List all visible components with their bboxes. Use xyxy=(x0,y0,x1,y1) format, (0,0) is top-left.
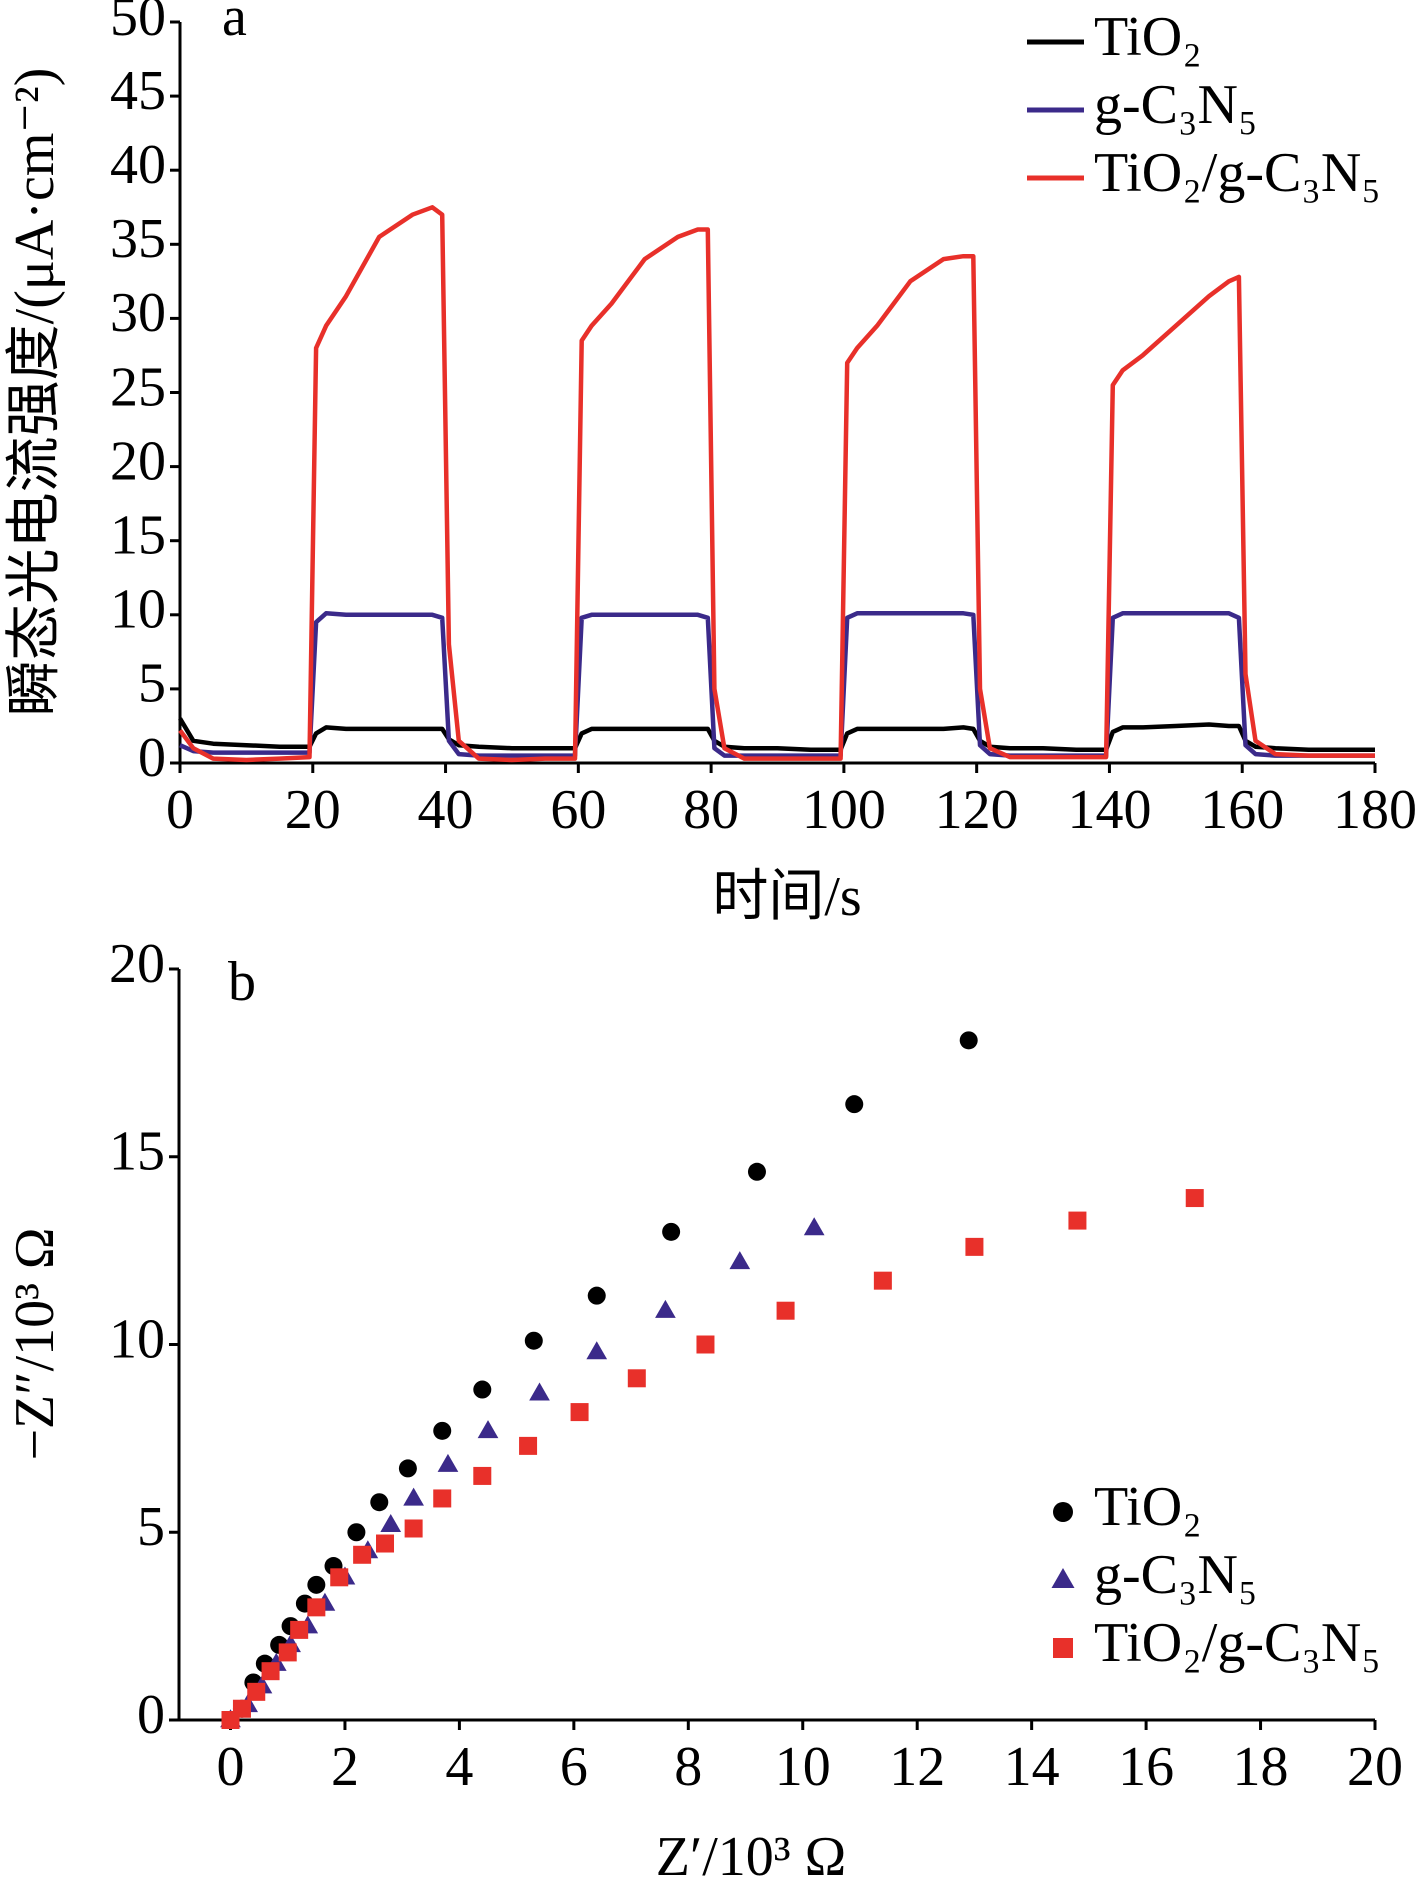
y-tick-label: 35 xyxy=(110,208,166,270)
legend-label: g-C₃N₅ xyxy=(1094,1544,1258,1606)
x-tick-label: 100 xyxy=(802,779,886,841)
point xyxy=(307,1575,326,1594)
point xyxy=(247,1682,266,1701)
x-axis-label: 时间/s xyxy=(712,866,861,928)
y-tick-label: 20 xyxy=(109,933,165,995)
x-tick-label: 60 xyxy=(550,779,606,841)
x-tick-label: 6 xyxy=(560,1736,588,1798)
y-tick-label: 50 xyxy=(110,0,166,48)
point xyxy=(307,1598,326,1617)
y-tick-label: 15 xyxy=(109,1121,165,1183)
x-tick-label: 180 xyxy=(1333,779,1417,841)
x-tick-label: 80 xyxy=(683,779,739,841)
point xyxy=(570,1403,589,1422)
y-tick-label: 0 xyxy=(137,1684,165,1746)
legend-label: TiO₂ xyxy=(1094,1476,1202,1538)
point xyxy=(662,1222,681,1241)
x-tick-label: 20 xyxy=(285,779,341,841)
y-tick-label: 5 xyxy=(138,653,166,715)
point xyxy=(477,1420,499,1439)
x-tick-label: 10 xyxy=(775,1736,831,1798)
legend-label: TiO₂/g-C₃N₅ xyxy=(1094,1612,1381,1674)
y-tick-label: 0 xyxy=(138,727,166,789)
point xyxy=(398,1459,417,1478)
y-tick-label: 40 xyxy=(110,134,166,196)
x-tick-label: 0 xyxy=(217,1736,245,1798)
point xyxy=(376,1534,395,1553)
legend-marker xyxy=(1051,1568,1075,1588)
x-tick-label: 2 xyxy=(331,1736,359,1798)
x-tick-label: 120 xyxy=(935,779,1019,841)
legend-label: TiO₂ xyxy=(1094,6,1202,68)
x-tick-label: 4 xyxy=(445,1736,473,1798)
y-tick-label: 5 xyxy=(137,1496,165,1558)
y-tick-label: 30 xyxy=(110,282,166,344)
point xyxy=(747,1162,766,1181)
point xyxy=(729,1251,751,1270)
line xyxy=(178,205,1375,763)
point xyxy=(803,1217,825,1236)
x-tick-label: 8 xyxy=(674,1736,702,1798)
legend-marker xyxy=(1053,1638,1073,1658)
point xyxy=(524,1331,543,1350)
point xyxy=(959,1031,978,1050)
point xyxy=(437,1453,459,1472)
point xyxy=(380,1513,402,1532)
point xyxy=(330,1568,349,1587)
y-tick-label: 10 xyxy=(109,1308,165,1370)
point xyxy=(261,1662,280,1681)
point xyxy=(370,1493,389,1512)
panel-label: b xyxy=(228,951,256,1013)
x-tick-label: 160 xyxy=(1200,779,1284,841)
y-tick-label: 10 xyxy=(110,579,166,641)
x-tick-label: 18 xyxy=(1233,1736,1289,1798)
point xyxy=(433,1421,452,1440)
x-axis-label: Z′/10³ Ω xyxy=(656,1826,846,1888)
y-tick-label: 15 xyxy=(110,505,166,567)
y-tick-label: 20 xyxy=(110,430,166,492)
point xyxy=(1185,1189,1204,1208)
legend-label: TiO₂/g-C₃N₅ xyxy=(1094,142,1381,204)
point xyxy=(587,1286,606,1305)
point xyxy=(221,1711,240,1729)
point xyxy=(433,1489,452,1508)
point xyxy=(353,1545,372,1564)
point xyxy=(519,1436,538,1455)
point xyxy=(278,1643,297,1662)
point xyxy=(586,1341,608,1360)
point xyxy=(627,1369,646,1388)
point xyxy=(403,1487,424,1506)
x-tick-label: 0 xyxy=(166,779,194,841)
point xyxy=(845,1095,864,1114)
x-tick-label: 20 xyxy=(1347,1736,1403,1798)
x-tick-label: 16 xyxy=(1118,1736,1174,1798)
x-tick-label: 14 xyxy=(1004,1736,1060,1798)
point xyxy=(290,1620,309,1639)
x-tick-label: 40 xyxy=(418,779,474,841)
panel-label: a xyxy=(222,0,247,48)
point xyxy=(873,1271,892,1290)
point xyxy=(776,1301,795,1320)
point xyxy=(1068,1211,1087,1230)
y-tick-label: 25 xyxy=(110,356,166,418)
point xyxy=(696,1335,715,1354)
line xyxy=(179,611,1375,758)
legend-label: g-C₃N₅ xyxy=(1094,74,1258,136)
line xyxy=(178,717,1375,752)
x-tick-label: 140 xyxy=(1067,779,1151,841)
point xyxy=(404,1519,423,1538)
y-tick-label: 45 xyxy=(110,60,166,122)
legend-marker xyxy=(1053,1502,1073,1522)
point xyxy=(655,1299,676,1318)
y-axis-label: 瞬态光电流强度/(μA·cm⁻²) xyxy=(4,68,66,717)
point xyxy=(473,1380,492,1399)
point xyxy=(529,1382,550,1401)
point xyxy=(965,1237,984,1256)
point xyxy=(473,1466,492,1485)
x-tick-label: 12 xyxy=(889,1736,945,1798)
y-axis-label: −Z″/10³ Ω xyxy=(4,1227,66,1460)
point xyxy=(347,1523,366,1542)
